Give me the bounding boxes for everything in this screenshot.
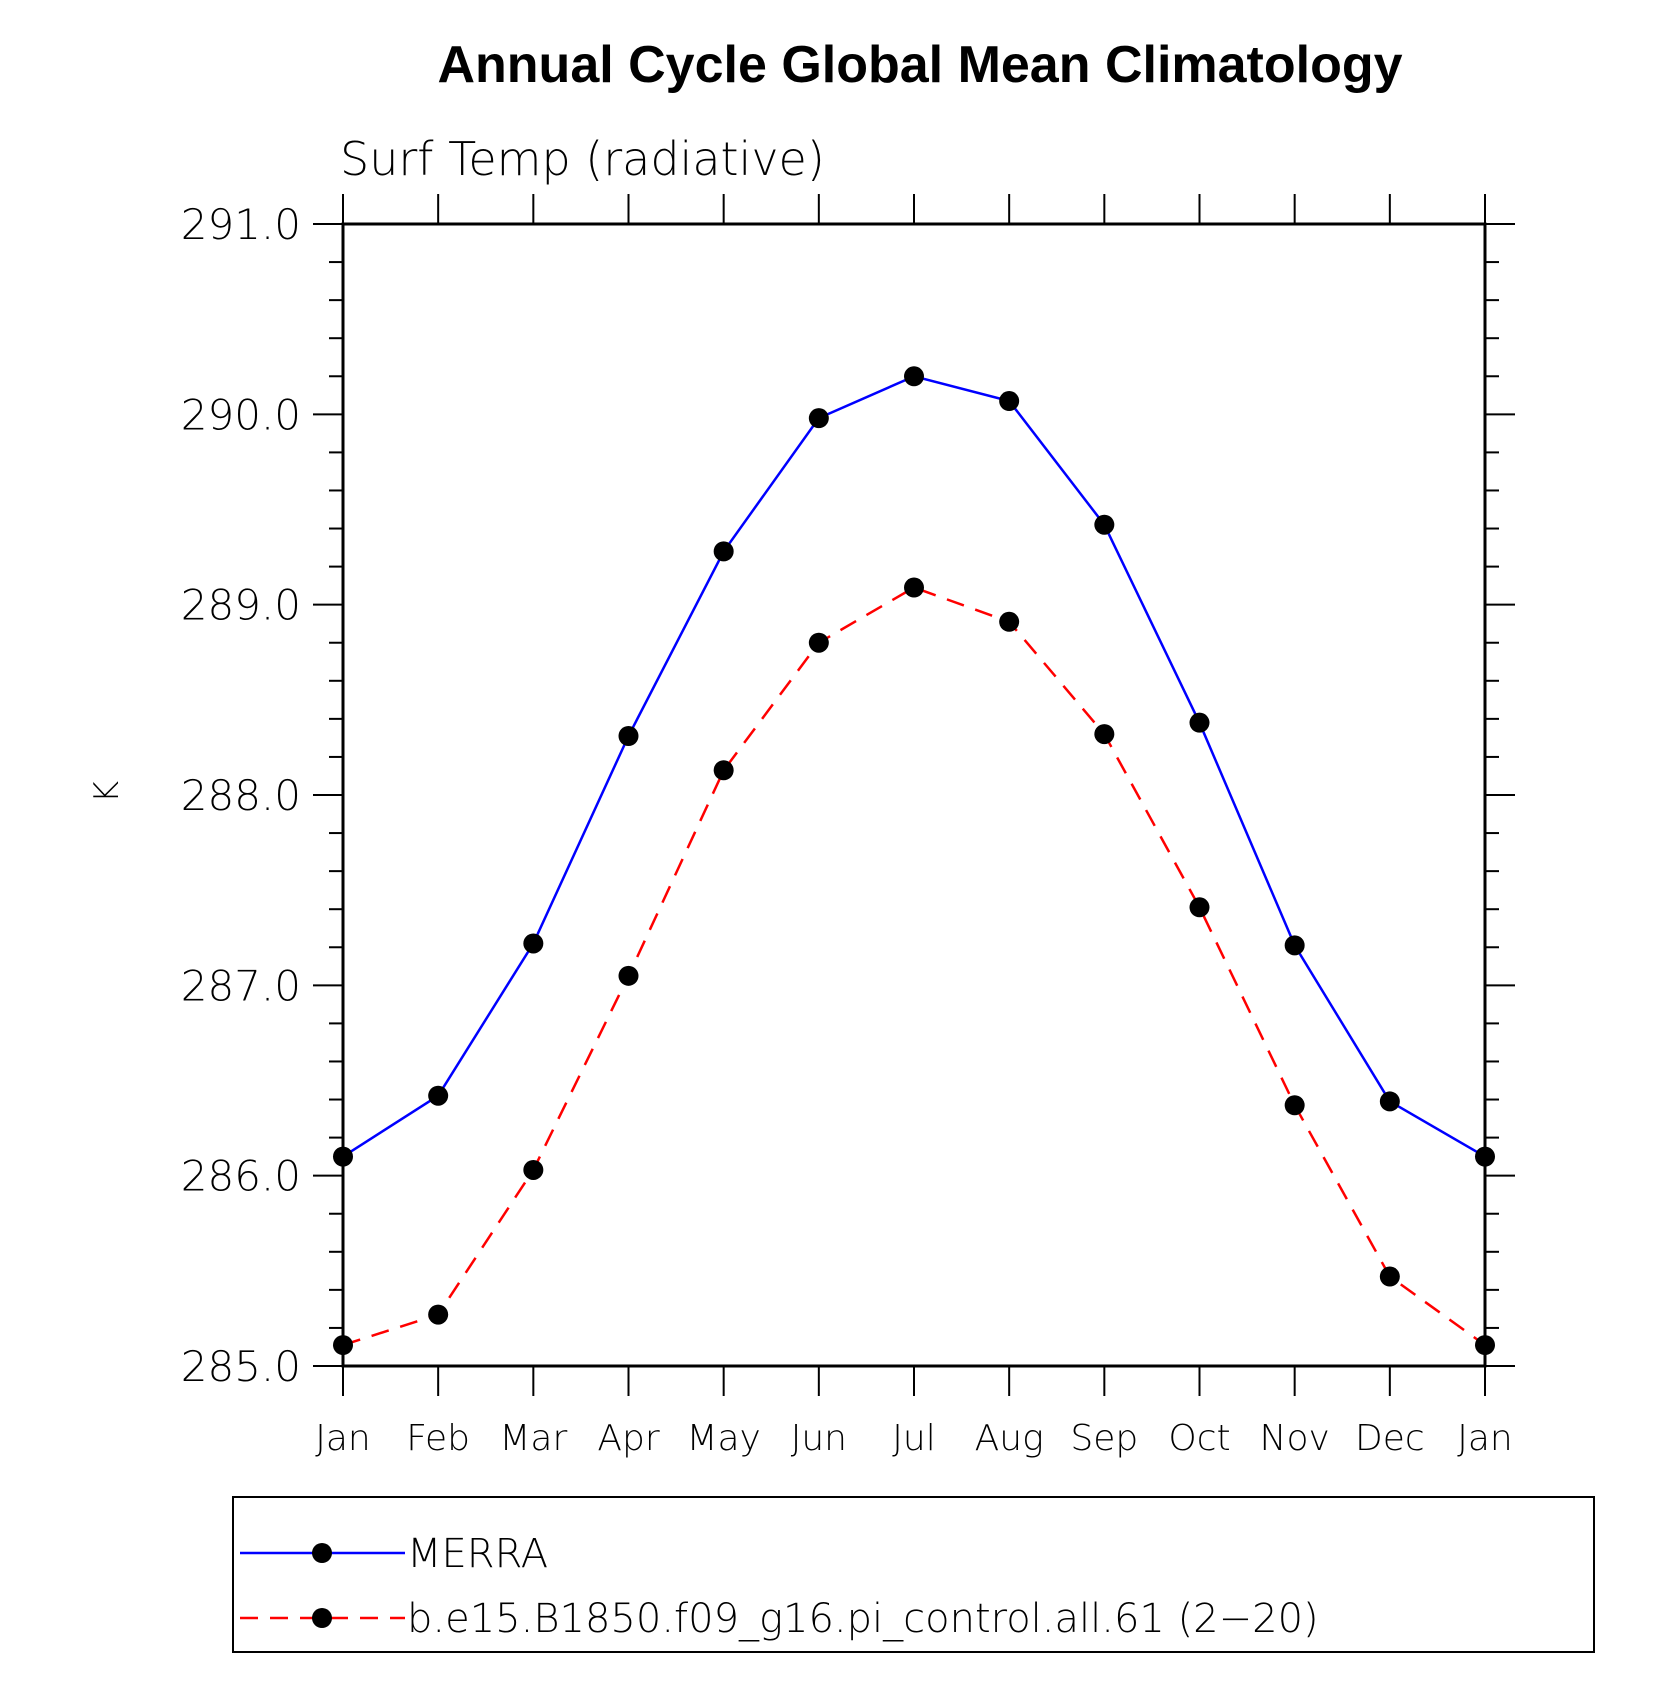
x-tick-label: Nov [1260, 1418, 1330, 1459]
legend-box [232, 1496, 1595, 1653]
y-tick-label: 291.0 [181, 200, 301, 249]
y-tick-label: 290.0 [181, 390, 301, 439]
data-point [1189, 712, 1210, 733]
data-point [1189, 897, 1210, 918]
x-tick-label: Oct [1168, 1418, 1230, 1459]
data-point [618, 965, 639, 986]
axis-ticks [313, 194, 1515, 1396]
data-point [1284, 935, 1305, 956]
legend-marker [312, 1543, 332, 1563]
x-tick-label: Apr [597, 1418, 659, 1459]
legend-label: b.e15.B1850.f09_g16.pi_control.all.61 (2… [407, 1596, 1319, 1642]
y-tick-label: 288.0 [181, 771, 301, 820]
series-group [333, 366, 1495, 1356]
series-line-0 [342, 374, 1486, 1158]
data-point [523, 933, 544, 954]
data-point [904, 366, 924, 387]
data-point [999, 611, 1020, 632]
x-tick-label: Jul [892, 1418, 935, 1459]
plot-frame [341, 222, 1487, 1368]
data-point [523, 1159, 544, 1180]
x-tick-label: Aug [975, 1418, 1044, 1459]
legend: MERRA b.e15.B1850.f09_g16.pi_control.all.… [232, 1496, 1595, 1653]
series-line-1 [342, 586, 1486, 1347]
data-point [713, 760, 734, 781]
legend-marker [312, 1608, 332, 1628]
chart-title: Annual Cycle Global Mean Climatology [437, 36, 1402, 94]
y-tick-label: 287.0 [181, 961, 301, 1010]
x-tick-label: May [686, 1418, 760, 1459]
data-point [1094, 724, 1115, 745]
data-point [428, 1085, 449, 1106]
x-tick-label: Feb [406, 1418, 470, 1459]
data-point [904, 577, 924, 598]
x-tick-label: Jun [791, 1418, 847, 1459]
x-tick-label: Jan [1457, 1418, 1513, 1459]
x-tick-label: Sep [1070, 1418, 1138, 1459]
tick-labels: 285.0 286.0 287.0 288.0 289.0 290.0 291.0 Jan Fe… [181, 200, 1513, 1459]
data-point [1094, 514, 1115, 535]
data-point [999, 391, 1020, 412]
x-tick-label: Dec [1355, 1418, 1425, 1459]
y-tick-label: 285.0 [181, 1342, 301, 1391]
data-point [713, 541, 734, 562]
data-point [618, 725, 639, 746]
data-point [808, 408, 829, 429]
chart-subtitle: Surf Temp (radiative) [340, 132, 825, 186]
data-point [808, 632, 829, 653]
data-point [1379, 1266, 1400, 1287]
data-point [1284, 1095, 1305, 1116]
x-tick-label: Jan [315, 1418, 371, 1459]
y-axis-label: K [87, 781, 127, 803]
y-tick-label: 289.0 [181, 581, 301, 630]
data-point [1379, 1091, 1400, 1112]
x-tick-label: Mar [499, 1418, 567, 1459]
data-point [428, 1304, 449, 1325]
legend-label: MERRA [407, 1531, 548, 1577]
y-tick-label: 286.0 [181, 1152, 301, 1201]
